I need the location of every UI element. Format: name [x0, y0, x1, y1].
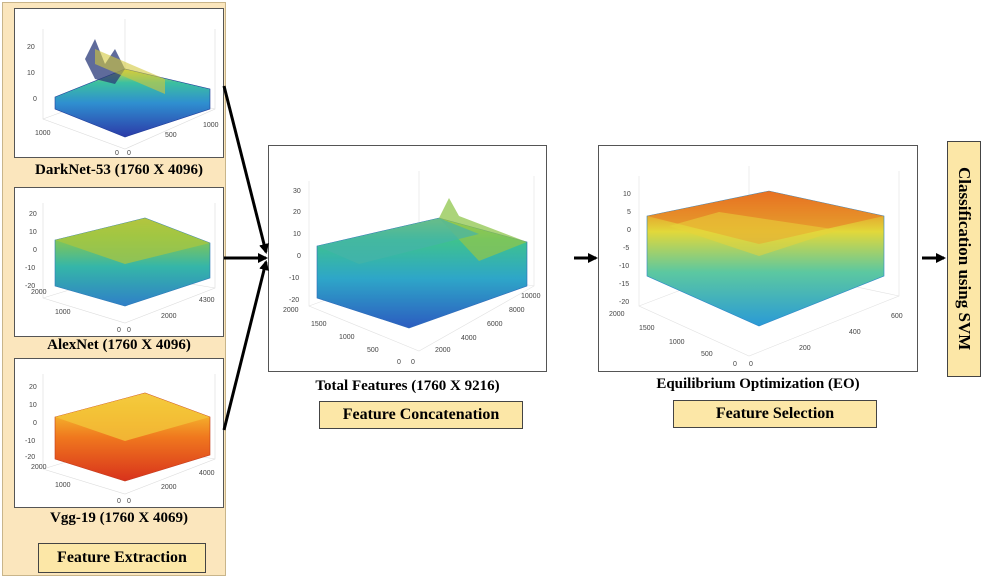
tick-label: 20: [27, 44, 35, 51]
classification-label: Classification using SVM: [955, 167, 974, 351]
darknet-z-ticks: 20 10 0: [27, 44, 37, 103]
tick-label: 6000: [487, 321, 503, 328]
tick-label: 1500: [311, 321, 327, 328]
tick-label: 0: [117, 498, 121, 505]
tick-label: -5: [623, 245, 629, 252]
tick-label: 0: [33, 96, 37, 103]
tick-label: 500: [367, 347, 379, 354]
tick-label: 0: [397, 359, 401, 366]
classification-box: Classification using SVM: [947, 141, 981, 377]
arrow-vgg-to-concat: [222, 260, 269, 431]
tick-label: 0: [411, 359, 415, 366]
darknet-caption: DarkNet-53 (1760 X 4096): [35, 162, 203, 178]
tick-label: 4300: [199, 297, 215, 304]
concatenation-plot: 30 20 10 0 -10 -20 2000 1500 1000 500 0 …: [268, 145, 547, 372]
feature-selection-tag: Feature Selection: [673, 400, 877, 428]
tick-label: 1000: [55, 309, 71, 316]
tick-label: 2000: [609, 311, 625, 318]
tick-label: -20: [619, 299, 629, 306]
tick-label: 30: [293, 188, 301, 195]
tick-label: 0: [297, 253, 301, 260]
darknet-plot: 20 10 0 1000 0 0 500 1000: [14, 8, 224, 158]
tick-label: 1000: [669, 339, 685, 346]
tick-label: 0: [117, 327, 121, 334]
tick-label: -10: [25, 438, 35, 445]
feature-extraction-tag: Feature Extraction: [38, 543, 206, 573]
tick-label: 20: [29, 211, 37, 218]
tick-label: 2000: [283, 307, 299, 314]
tick-label: 5: [627, 209, 631, 216]
tick-label: 10: [293, 231, 301, 238]
tick-label: 0: [33, 247, 37, 254]
tick-label: 10: [623, 191, 631, 198]
tick-label: -10: [619, 263, 629, 270]
tick-label: 0: [127, 327, 131, 334]
tick-label: 200: [799, 345, 811, 352]
tick-label: 0: [33, 420, 37, 427]
tick-label: 4000: [199, 470, 215, 477]
tick-label: 2000: [161, 484, 177, 491]
tick-label: 1500: [639, 325, 655, 332]
tick-label: -20: [25, 454, 35, 461]
tick-label: 0: [733, 361, 737, 368]
tick-label: 1000: [339, 334, 355, 341]
tick-label: 0: [127, 150, 131, 157]
tick-label: 0: [127, 498, 131, 505]
tick-label: 400: [849, 329, 861, 336]
tick-label: 500: [165, 132, 177, 139]
tick-label: -10: [289, 275, 299, 282]
vgg-caption: Vgg-19 (1760 X 4069): [50, 510, 188, 526]
tick-label: -15: [619, 281, 629, 288]
tick-label: 600: [891, 313, 903, 320]
tick-label: 1000: [35, 130, 51, 137]
tick-label: 0: [749, 361, 753, 368]
selection-caption: Equilibrium Optimization (EO): [656, 376, 860, 392]
alexnet-plot: 20 10 0 -10 -20 2000 1000 0 0 2000 4300: [14, 187, 224, 337]
tick-label: 0: [115, 150, 119, 157]
tick-label: 1000: [55, 482, 71, 489]
tick-label: 10: [27, 70, 35, 77]
tick-label: 20: [293, 209, 301, 216]
tick-label: 1000: [203, 122, 219, 129]
tick-label: 4000: [461, 335, 477, 342]
tick-label: 2000: [435, 347, 451, 354]
tick-label: 20: [29, 384, 37, 391]
tick-label: 0: [627, 227, 631, 234]
tick-label: 2000: [161, 313, 177, 320]
arrow-darknet-to-concat: [222, 85, 269, 254]
tick-label: 500: [701, 351, 713, 358]
tick-label: 10000: [521, 293, 541, 300]
alexnet-caption: AlexNet (1760 X 4096): [47, 337, 191, 353]
tick-label: -20: [289, 297, 299, 304]
feature-concatenation-tag: Feature Concatenation: [319, 401, 523, 429]
concatenation-caption: Total Features (1760 X 9216): [315, 378, 500, 394]
selection-plot: 10 5 0 -5 -10 -15 -20 2000 1500 1000 500…: [598, 145, 918, 372]
tick-label: 2000: [31, 464, 47, 471]
tick-label: -10: [25, 265, 35, 272]
tick-label: 10: [29, 402, 37, 409]
tick-label: 10: [29, 229, 37, 236]
tick-label: 2000: [31, 289, 47, 296]
tick-label: 8000: [509, 307, 525, 314]
vgg-plot: 20 10 0 -10 -20 2000 1000 0 0 2000 4000: [14, 358, 224, 508]
tick-label: -20: [25, 283, 35, 290]
